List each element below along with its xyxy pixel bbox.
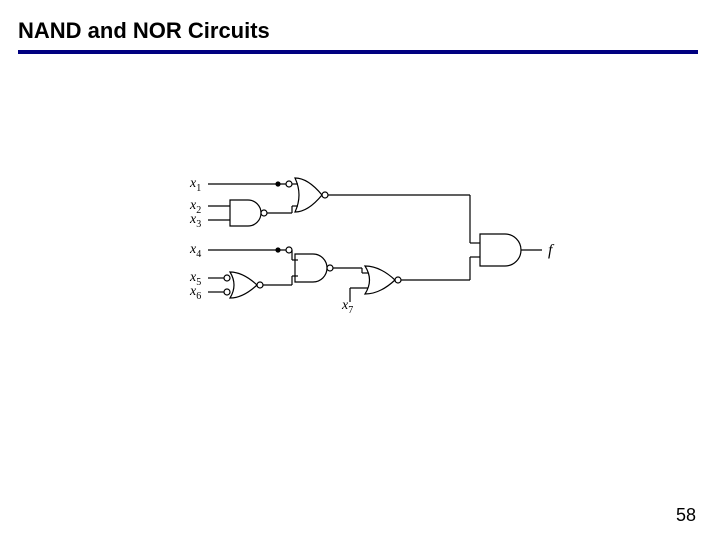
circuit-diagram: x1 x2 x3 x4 x5 x6 x7 f <box>190 170 590 370</box>
label-x6: x6 <box>190 284 201 302</box>
circuit-svg <box>190 170 590 370</box>
label-x4: x4 <box>190 242 201 260</box>
label-x3: x3 <box>190 212 201 230</box>
label-f: f <box>548 242 552 260</box>
page-title: NAND and NOR Circuits <box>18 18 270 44</box>
page-number: 58 <box>676 505 696 526</box>
label-x1: x1 <box>190 176 201 194</box>
label-x7: x7 <box>342 298 353 316</box>
title-underline <box>18 50 698 54</box>
